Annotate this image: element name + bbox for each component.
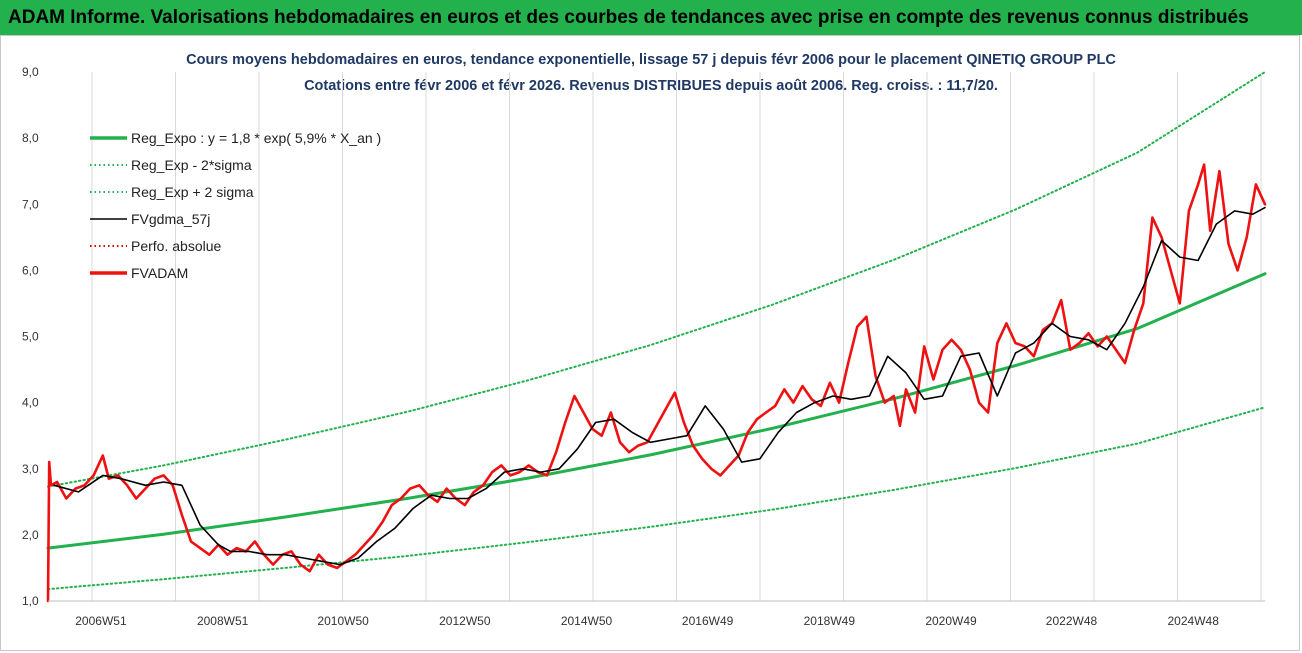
x-tick-label: 2024W48 [1168,614,1220,628]
legend: Reg_Expo : y = 1,8 * exp( 5,9% * X_an ) R… [90,130,381,281]
reg-exp-minus-2sigma-line-series [47,406,1266,591]
report-banner: ADAM Informe. Valorisations hebdomadaire… [0,0,1302,35]
y-tick-label: 9,0 [22,65,39,79]
y-tick-label: 6,0 [22,263,39,277]
reg-expo-line-series [46,272,1267,550]
y-tick-label: 8,0 [22,131,39,145]
y-tick-label: 3,0 [22,462,39,476]
y-tick-label: 2,0 [22,528,39,542]
x-tick-label: 2022W48 [1046,614,1098,628]
y-tick-label: 7,0 [22,197,39,211]
y-tick-label: 5,0 [22,330,39,344]
legend-label-fvadam-line: FVADAM [131,265,188,281]
fvadam-line-series [46,163,1267,603]
series-layer [46,71,1267,603]
x-tick-label: 2016W49 [682,614,734,628]
chart-subtitle: Cotations entre févr 2006 et févr 2026. … [304,78,998,94]
legend-label-reg-exp-minus-2sigma-line: Reg_Exp - 2*sigma [131,157,252,173]
x-tick-label: 2010W50 [317,614,369,628]
grid [91,72,1262,601]
x-tick-label: 2006W51 [75,614,127,628]
report-title: ADAM Informe. Valorisations hebdomadaire… [8,7,1249,28]
legend-label-reg-exp-plus-2sigma-line: Reg_Exp + 2 sigma [131,184,254,200]
x-tick-label: 2018W49 [804,614,856,628]
axes: 1,0 2,0 3,0 4,0 5,0 6,0 7,0 8,0 9,0 2006W51 2008W5… [22,65,1265,628]
chart-frame [0,35,1300,651]
y-tick-label: 4,0 [22,396,39,410]
chart-title: Cours moyens hebdomadaires en euros, ten… [186,52,1116,68]
y-tick-label: 1,0 [22,594,39,608]
x-tick-label: 2014W50 [561,614,613,628]
reg-exp-plus-2sigma-line-series [47,71,1266,488]
legend-label-fvgdma-57j-line: FVgdma_57j [131,211,210,227]
fvgdma-57j-line-series [53,206,1266,566]
x-tick-label: 2008W51 [197,614,249,628]
legend-label-reg-expo-line: Reg_Expo : y = 1,8 * exp( 5,9% * X_an ) [131,130,381,146]
legend-label-perfo-absolue-line: Perfo. absolue [131,238,221,254]
x-tick-label: 2020W49 [925,614,977,628]
x-tick-label: 2012W50 [439,614,491,628]
